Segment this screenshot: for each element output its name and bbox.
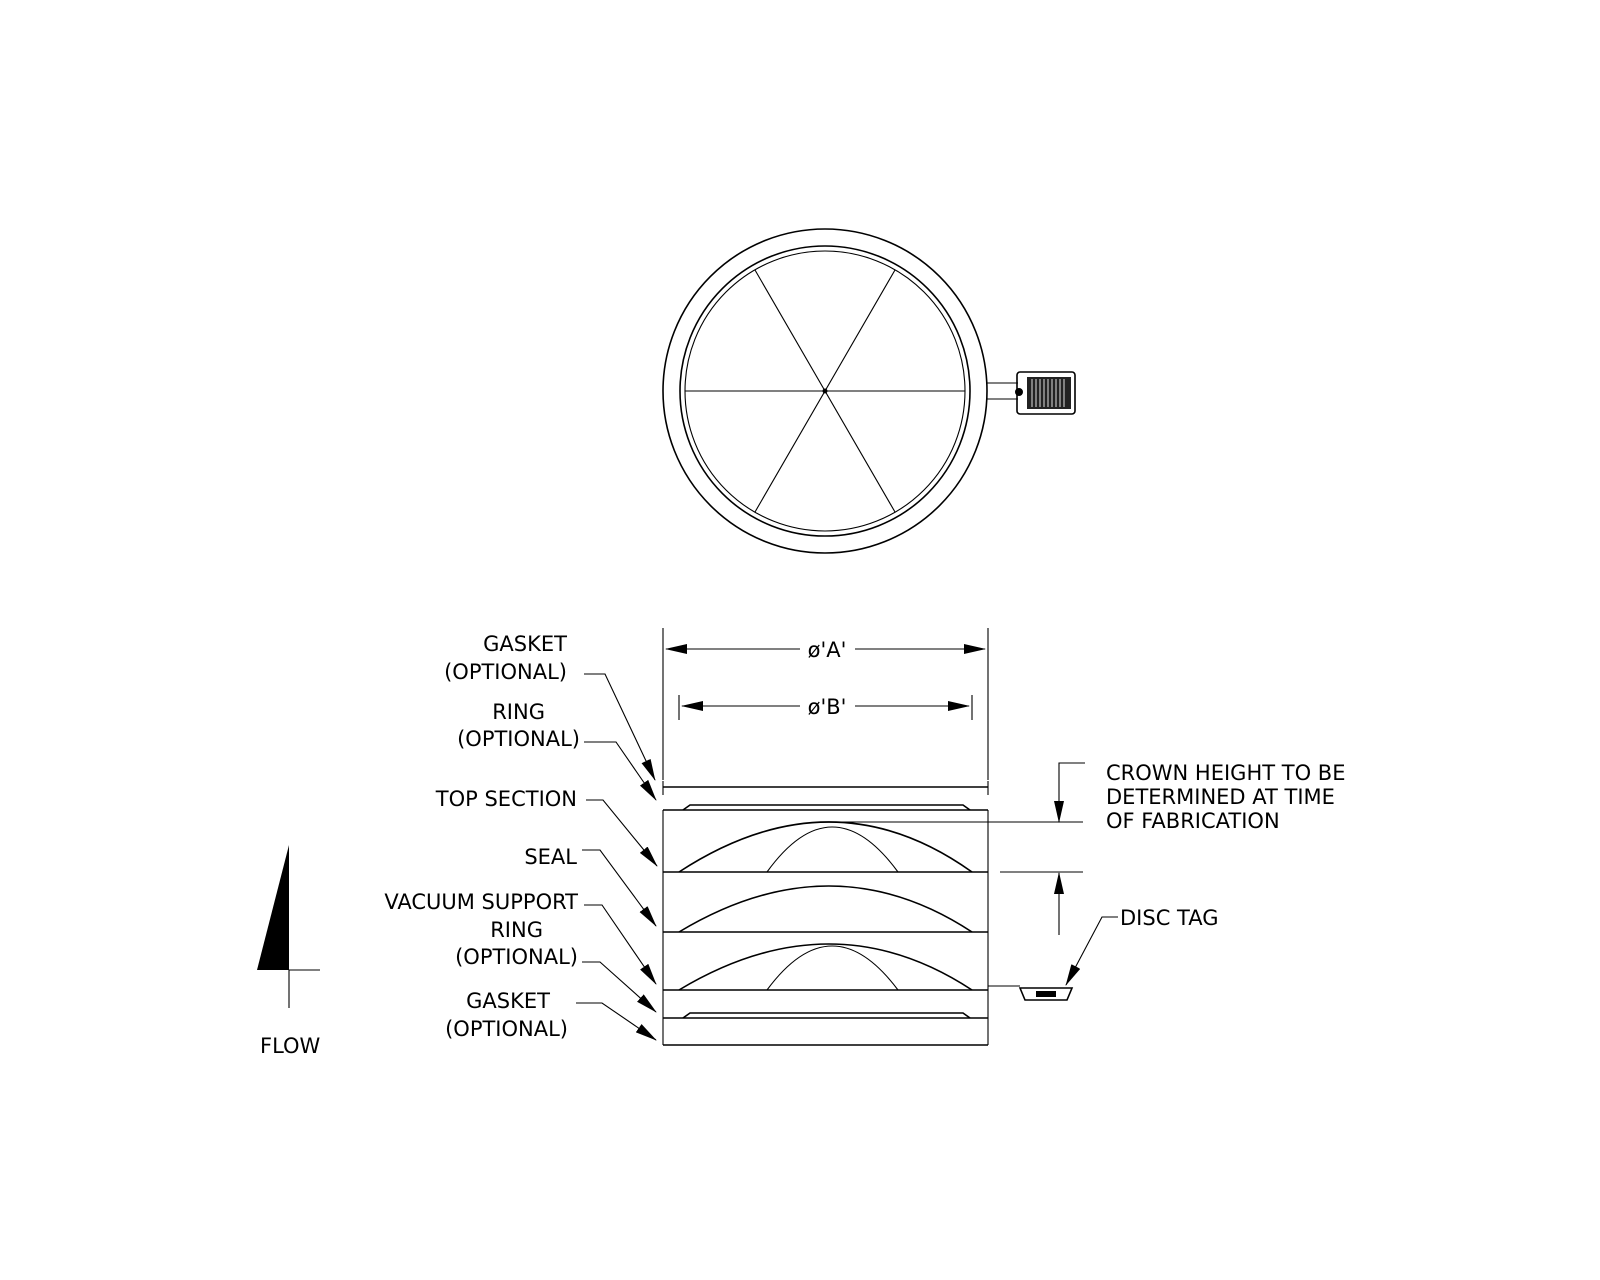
bottom-ring-layer	[662, 990, 989, 1045]
top-ring-layer	[662, 804, 989, 872]
top-section-layer	[663, 821, 988, 873]
dimension-a	[662, 628, 989, 780]
label-crown-3: OF FABRICATION	[1106, 809, 1280, 833]
seal-layer	[662, 872, 989, 933]
label-vacuum-1: VACUUM SUPPORT	[384, 890, 578, 914]
label-gasket-bot-2: (OPTIONAL)	[445, 1017, 568, 1041]
label-seal: SEAL	[524, 845, 577, 869]
plan-view	[662, 228, 1076, 554]
side-view	[662, 781, 1074, 1046]
label-gasket-top-2: (OPTIONAL)	[444, 660, 567, 684]
outer-ring	[662, 228, 988, 554]
label-crown-1: CROWN HEIGHT TO BE	[1106, 761, 1345, 785]
center-dot	[822, 388, 828, 394]
label-ring-top-2: (OPTIONAL)	[457, 727, 580, 751]
labels: GASKET (OPTIONAL) RING (OPTIONAL) TOP SE…	[260, 632, 1345, 1058]
label-top-section: TOP SECTION	[435, 787, 577, 811]
flow-arrow-icon	[257, 845, 320, 1008]
label-flow: FLOW	[260, 1034, 321, 1058]
label-vacuum-2: RING	[490, 918, 543, 942]
label-disc-tag: DISC TAG	[1120, 906, 1219, 930]
crown-height-dimension	[832, 762, 1085, 935]
label-dim-a: ø'A'	[808, 638, 847, 662]
top-gasket-layer	[662, 781, 989, 795]
label-vacuum-3: (OPTIONAL)	[455, 945, 578, 969]
dimension-b	[678, 695, 973, 720]
disc-tag-leader	[1065, 916, 1118, 986]
label-dim-b: ø'B'	[808, 695, 847, 719]
label-ring-top-1: RING	[492, 700, 545, 724]
inner-ring-outer	[679, 245, 971, 537]
label-gasket-bot-1: GASKET	[466, 989, 550, 1013]
leaders	[576, 673, 658, 1041]
label-crown-2: DETERMINED AT TIME	[1106, 785, 1335, 809]
vacuum-support-layer	[662, 932, 989, 991]
label-gasket-top-1: GASKET	[483, 632, 567, 656]
disc-tag-plan	[987, 371, 1076, 415]
disc-tag-side	[988, 985, 1074, 1001]
